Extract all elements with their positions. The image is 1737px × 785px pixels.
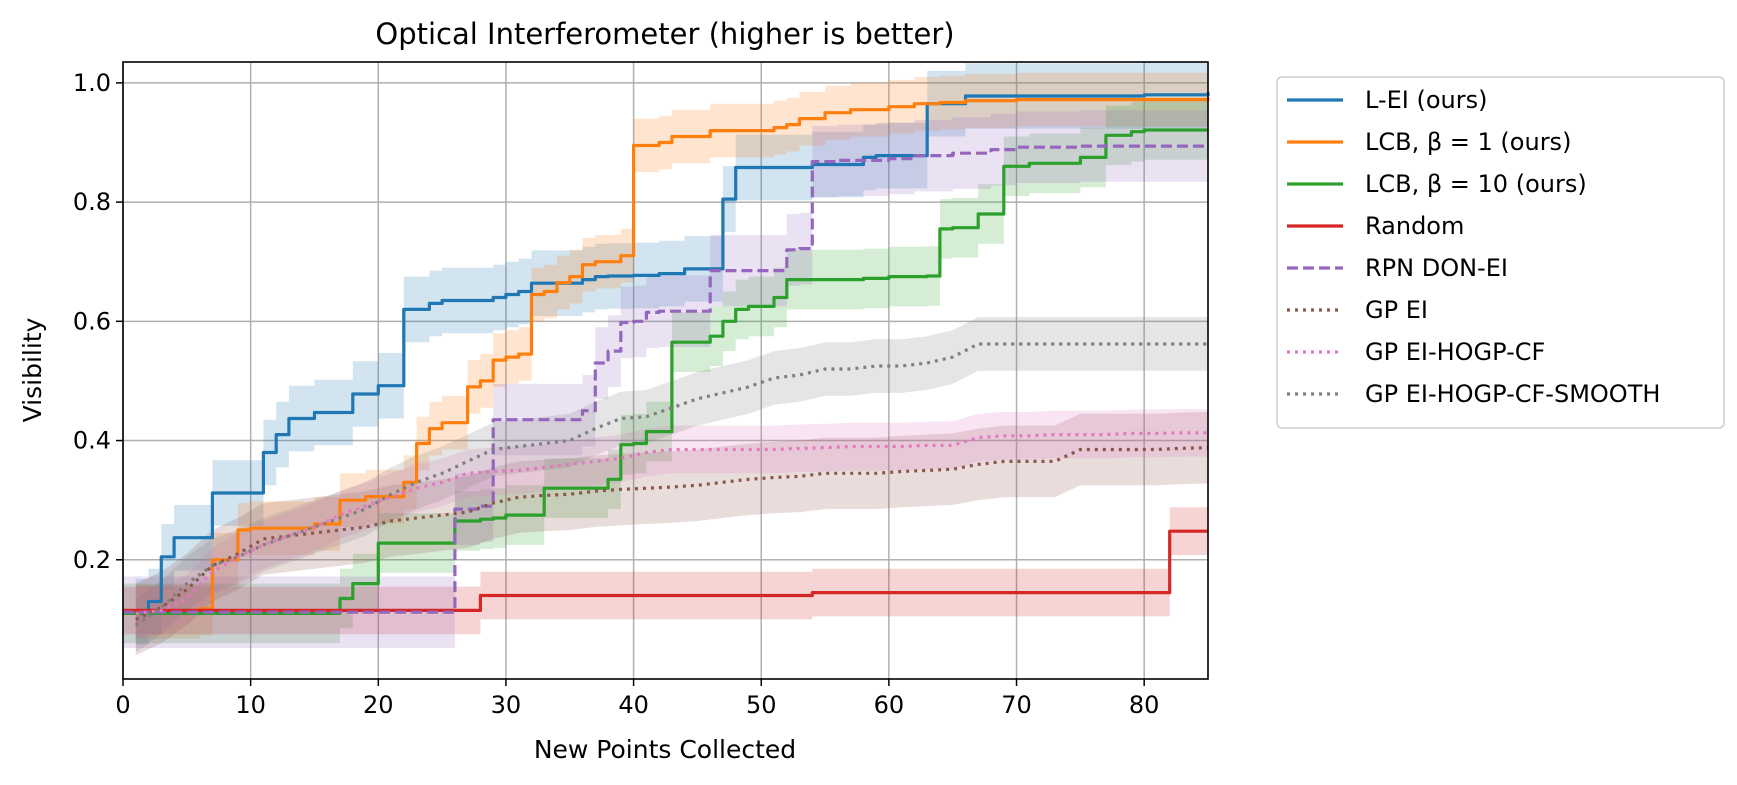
legend-entry-label: GP EI-HOGP-CF	[1365, 338, 1545, 366]
series-line	[123, 529, 1208, 613]
legend: L-EI (ours) LCB, β = 1 (ours) LCB, β = 10 …	[1276, 76, 1725, 429]
series-band	[123, 507, 1208, 635]
series-lines	[123, 92, 1210, 627]
legend-entry-label: GP EI-HOGP-CF-SMOOTH	[1365, 380, 1660, 408]
series-band	[135, 409, 1208, 638]
y-tick-label: 1.0	[73, 69, 111, 97]
y-axis-ticks: 0.2 0.4 0.6 0.8 1.0	[73, 69, 123, 574]
x-tick-label: 10	[235, 691, 266, 719]
legend-entry-label: LCB, β = 1 (ours)	[1365, 128, 1571, 156]
x-axis-label: New Points Collected	[534, 735, 796, 764]
y-tick-label: 0.2	[73, 546, 111, 574]
legend-entry-label: GP EI	[1365, 296, 1428, 324]
series-line	[135, 92, 1210, 614]
legend-entry-label: LCB, β = 10 (ours)	[1365, 170, 1587, 198]
plot-frame	[122, 61, 1209, 680]
series-line	[123, 128, 1208, 616]
x-tick-label: 80	[1129, 691, 1160, 719]
legend-entry-label: RPN DON-EI	[1365, 254, 1508, 282]
x-tick-label: 50	[746, 691, 777, 719]
series-line	[135, 431, 1208, 615]
x-tick-label: 20	[363, 691, 394, 719]
y-axis-label: Visibility	[18, 317, 47, 422]
series-line	[123, 144, 1208, 614]
x-tick-label: 30	[491, 691, 522, 719]
series-band	[135, 411, 1208, 656]
x-tick-label: 60	[874, 691, 905, 719]
series-line	[135, 97, 1210, 614]
legend-entry-label: Random	[1365, 212, 1464, 240]
series-line	[134, 342, 1208, 627]
y-tick-label: 0.4	[73, 427, 111, 455]
y-tick-label: 0.6	[73, 307, 111, 335]
x-tick-label: 0	[115, 691, 130, 719]
series-band	[123, 100, 1208, 644]
x-tick-label: 70	[1001, 691, 1032, 719]
series-band	[135, 59, 1208, 645]
y-tick-label: 0.8	[73, 188, 111, 216]
series-band	[123, 110, 1208, 649]
legend-box	[1276, 76, 1725, 429]
x-tick-label: 40	[618, 691, 649, 719]
x-axis-ticks: 0 10 20 30 40 50 60 70 80	[115, 679, 1159, 719]
chart-title: Optical Interferometer (higher is better…	[375, 17, 954, 51]
legend-entry-label: L-EI (ours)	[1365, 86, 1487, 114]
